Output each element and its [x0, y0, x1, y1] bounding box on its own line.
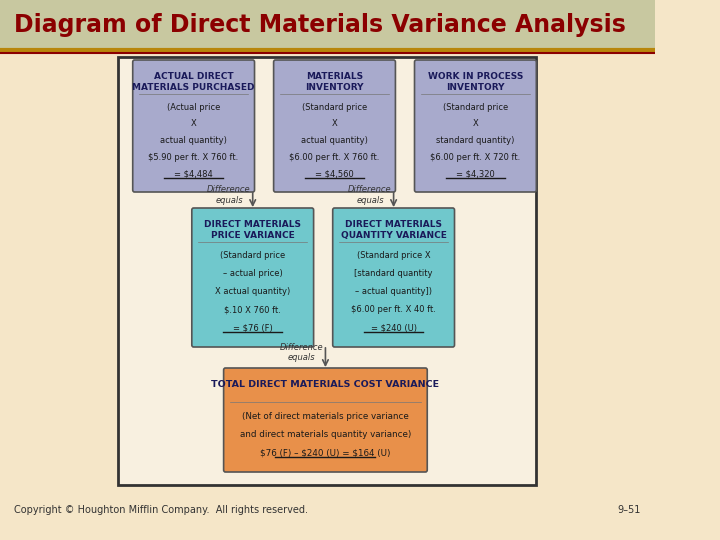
Text: (Actual price: (Actual price: [167, 103, 220, 112]
Text: = $4,320: = $4,320: [456, 169, 495, 178]
FancyBboxPatch shape: [118, 57, 536, 485]
Text: $76 (F) – $240 (U) = $164 (U): $76 (F) – $240 (U) = $164 (U): [260, 448, 391, 457]
FancyBboxPatch shape: [415, 60, 536, 192]
Text: X: X: [472, 119, 478, 129]
Text: $6.00 per ft. X 760 ft.: $6.00 per ft. X 760 ft.: [289, 153, 379, 161]
Text: X: X: [332, 119, 338, 129]
Text: (Standard price: (Standard price: [302, 103, 367, 112]
Text: (Standard price X: (Standard price X: [357, 252, 431, 260]
Text: (Net of direct materials price variance: (Net of direct materials price variance: [242, 411, 409, 421]
Text: TOTAL DIRECT MATERIALS COST VARIANCE: TOTAL DIRECT MATERIALS COST VARIANCE: [212, 380, 439, 389]
Text: – actual price): – actual price): [222, 269, 282, 279]
Text: standard quantity): standard quantity): [436, 136, 515, 145]
Text: (Standard price: (Standard price: [443, 103, 508, 112]
Text: = $240 (U): = $240 (U): [371, 323, 417, 333]
Text: Difference
equals: Difference equals: [348, 185, 392, 205]
Text: Copyright © Houghton Mifflin Company.  All rights reserved.: Copyright © Houghton Mifflin Company. Al…: [14, 505, 307, 515]
Text: actual quantity): actual quantity): [160, 136, 227, 145]
Text: [standard quantity: [standard quantity: [354, 269, 433, 279]
Text: = $76 (F): = $76 (F): [233, 323, 273, 333]
Text: DIRECT MATERIALS
QUANTITY VARIANCE: DIRECT MATERIALS QUANTITY VARIANCE: [341, 220, 446, 240]
Text: $6.00 per ft. X 720 ft.: $6.00 per ft. X 720 ft.: [431, 153, 521, 161]
Text: WORK IN PROCESS
INVENTORY: WORK IN PROCESS INVENTORY: [428, 72, 523, 92]
Text: and direct materials quantity variance): and direct materials quantity variance): [240, 430, 411, 439]
Text: Difference
equals: Difference equals: [207, 185, 251, 205]
Text: $5.90 per ft. X 760 ft.: $5.90 per ft. X 760 ft.: [148, 153, 239, 161]
Text: DIRECT MATERIALS
PRICE VARIANCE: DIRECT MATERIALS PRICE VARIANCE: [204, 220, 301, 240]
Text: $6.00 per ft. X 40 ft.: $6.00 per ft. X 40 ft.: [351, 306, 436, 314]
Text: = $4,484: = $4,484: [174, 169, 213, 178]
FancyBboxPatch shape: [274, 60, 395, 192]
Text: = $4,560: = $4,560: [315, 169, 354, 178]
Text: X: X: [191, 119, 197, 129]
Text: X actual quantity): X actual quantity): [215, 287, 290, 296]
Text: (Standard price: (Standard price: [220, 252, 285, 260]
FancyBboxPatch shape: [333, 208, 454, 347]
Text: 9–51: 9–51: [618, 505, 641, 515]
Text: MATERIALS
INVENTORY: MATERIALS INVENTORY: [305, 72, 364, 92]
Text: – actual quantity]): – actual quantity]): [355, 287, 432, 296]
FancyBboxPatch shape: [192, 208, 314, 347]
Text: ACTUAL DIRECT
MATERIALS PURCHASED: ACTUAL DIRECT MATERIALS PURCHASED: [132, 72, 255, 92]
Text: actual quantity): actual quantity): [301, 136, 368, 145]
Text: Difference
equals: Difference equals: [280, 343, 323, 362]
FancyBboxPatch shape: [224, 368, 427, 472]
Text: $.10 X 760 ft.: $.10 X 760 ft.: [224, 306, 281, 314]
FancyBboxPatch shape: [132, 60, 255, 192]
Text: Diagram of Direct Materials Variance Analysis: Diagram of Direct Materials Variance Ana…: [14, 13, 626, 37]
Bar: [0, 0, 654, 50]
